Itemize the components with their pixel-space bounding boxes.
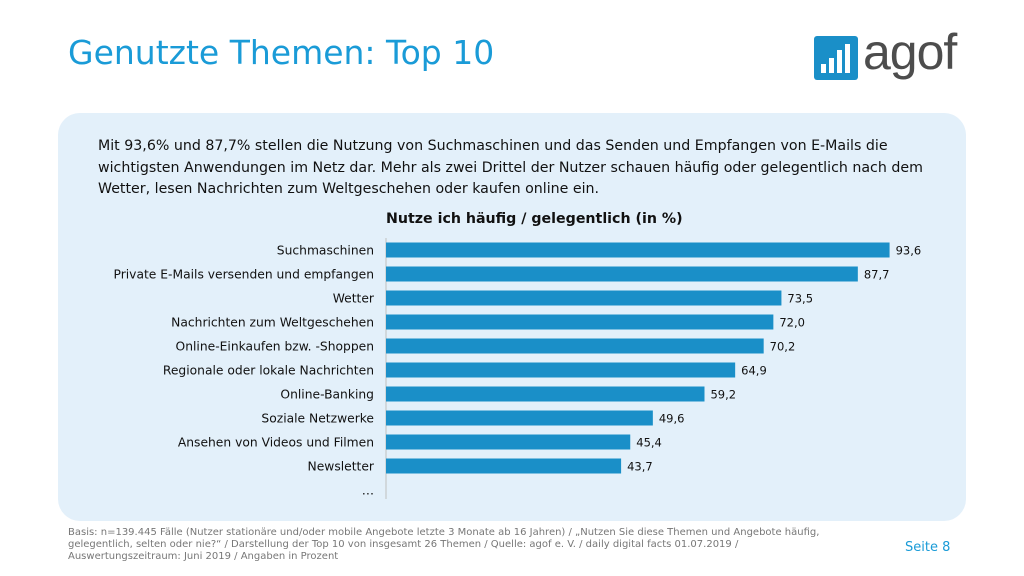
bar — [386, 242, 890, 258]
value-label: 73,5 — [787, 292, 813, 306]
footer-source-note: Basis: n=139.445 Fälle (Nutzer stationär… — [68, 527, 820, 562]
page-number: Seite 8 — [905, 540, 951, 555]
category-label: Soziale Netzwerke — [261, 412, 374, 426]
value-label: 45,4 — [636, 436, 662, 450]
bar — [386, 458, 622, 474]
value-label: 93,6 — [896, 244, 922, 258]
chart-title: Nutze ich häufig / gelegentlich (in %) — [386, 211, 683, 227]
bar — [386, 362, 736, 378]
agof-logo: agof — [814, 24, 964, 86]
slide-title: Genutzte Themen: Top 10 — [68, 33, 495, 72]
value-label: 59,2 — [710, 388, 736, 402]
bar — [386, 290, 782, 306]
category-label: Ansehen von Videos und Filmen — [178, 436, 374, 450]
bar — [386, 338, 764, 354]
bar — [386, 434, 631, 450]
bar — [386, 386, 705, 402]
bar-chart-logo-icon — [814, 36, 858, 80]
value-label: 87,7 — [864, 268, 890, 282]
value-label: 43,7 — [627, 460, 653, 474]
category-label: Nachrichten zum Weltgeschehen — [171, 316, 374, 330]
category-label: Online-Einkaufen bzw. -Shoppen — [176, 340, 374, 354]
value-label: 49,6 — [659, 412, 685, 426]
category-label: Private E-Mails versenden und empfangen — [114, 268, 375, 282]
bar — [386, 266, 858, 282]
bar — [386, 314, 774, 330]
logo-text: agof — [863, 24, 957, 80]
value-label: 64,9 — [741, 364, 767, 378]
value-label: 72,0 — [779, 316, 805, 330]
category-label: Suchmaschinen — [277, 244, 374, 258]
bar — [386, 410, 653, 426]
intro-text: Mit 93,6% und 87,7% stellen die Nutzung … — [98, 138, 923, 197]
value-label: 70,2 — [770, 340, 796, 354]
category-label: Newsletter — [308, 460, 375, 474]
category-label: Wetter — [333, 292, 375, 306]
category-label: Regionale oder lokale Nachrichten — [163, 364, 374, 378]
ellipsis-label: … — [362, 484, 374, 498]
category-label: Online-Banking — [280, 388, 374, 402]
